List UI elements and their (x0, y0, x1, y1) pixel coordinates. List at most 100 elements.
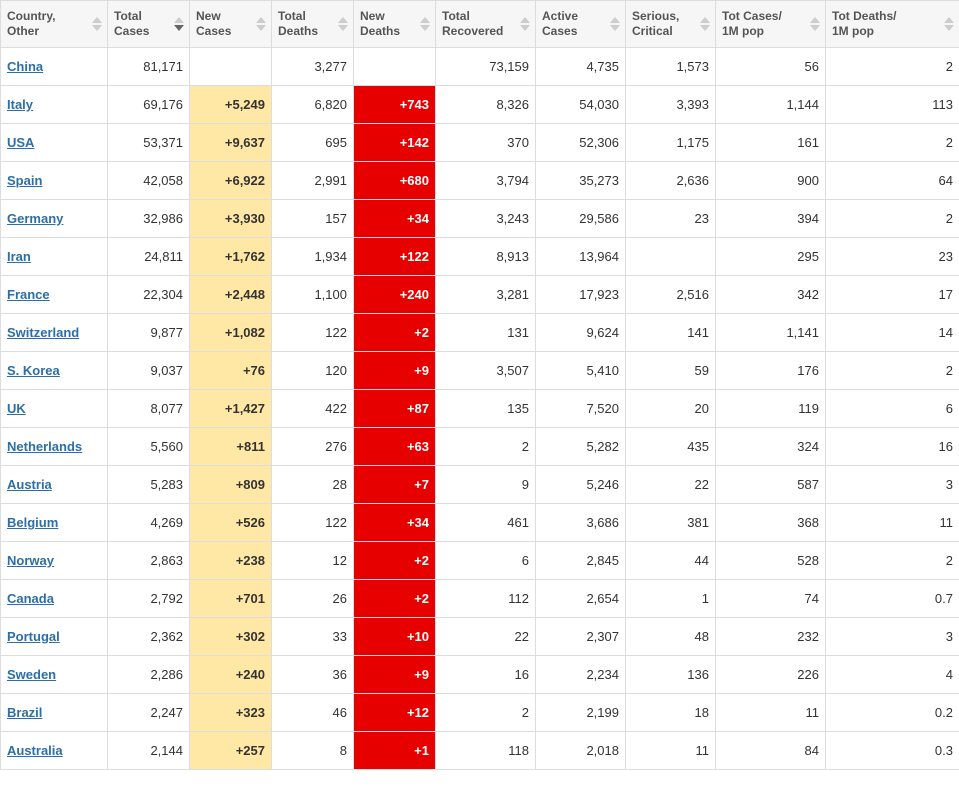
country-link[interactable]: Canada (7, 591, 54, 606)
table-row: USA53,371+9,637695+14237052,3061,1751612 (1, 124, 959, 162)
col-header-label: Total Recovered (442, 9, 503, 38)
country-link[interactable]: S. Korea (7, 363, 60, 378)
cell-tot-deaths-1m: 2 (826, 352, 959, 390)
cell-active-cases: 2,307 (536, 618, 626, 656)
cell-active-cases: 2,199 (536, 694, 626, 732)
col-header[interactable]: New Cases (190, 1, 272, 48)
sort-icon[interactable] (173, 17, 185, 31)
cell-tot-deaths-1m: 3 (826, 618, 959, 656)
cell-serious-critical: 1,175 (626, 124, 716, 162)
country-link[interactable]: USA (7, 135, 34, 150)
cell-total-cases: 5,560 (108, 428, 190, 466)
country-link[interactable]: China (7, 59, 43, 74)
col-header[interactable]: Serious, Critical (626, 1, 716, 48)
table-row: Portugal2,362+30233+10222,307482323 (1, 618, 959, 656)
sort-icon[interactable] (699, 17, 711, 31)
cell-serious-critical: 18 (626, 694, 716, 732)
cell-tot-cases-1m: 11 (716, 694, 826, 732)
cell-serious-critical: 23 (626, 200, 716, 238)
col-header[interactable]: Active Cases (536, 1, 626, 48)
col-header-label: Serious, Critical (632, 9, 679, 38)
country-link[interactable]: Iran (7, 249, 31, 264)
country-link[interactable]: Switzerland (7, 325, 79, 340)
cell-new-deaths: +12 (354, 694, 436, 732)
cell-serious-critical: 11 (626, 732, 716, 770)
col-header[interactable]: Tot Deaths/ 1M pop (826, 1, 959, 48)
country-link[interactable]: France (7, 287, 50, 302)
cell-total-deaths: 36 (272, 656, 354, 694)
cell-total-cases: 2,863 (108, 542, 190, 580)
cell-new-cases: +240 (190, 656, 272, 694)
cell-country: Australia (1, 732, 108, 770)
cell-total-recovered: 2 (436, 428, 536, 466)
cell-tot-cases-1m: 368 (716, 504, 826, 542)
cell-total-recovered: 461 (436, 504, 536, 542)
cell-tot-cases-1m: 295 (716, 238, 826, 276)
cell-active-cases: 9,624 (536, 314, 626, 352)
sort-icon[interactable] (943, 17, 955, 31)
col-header[interactable]: Total Cases (108, 1, 190, 48)
country-link[interactable]: UK (7, 401, 26, 416)
col-header[interactable]: Country, Other (1, 1, 108, 48)
country-link[interactable]: Austria (7, 477, 52, 492)
country-link[interactable]: Brazil (7, 705, 42, 720)
cell-total-cases: 2,144 (108, 732, 190, 770)
country-link[interactable]: Portugal (7, 629, 60, 644)
country-link[interactable]: Belgium (7, 515, 58, 530)
cell-total-cases: 53,371 (108, 124, 190, 162)
country-link[interactable]: Australia (7, 743, 63, 758)
table-head: Country, OtherTotal CasesNew CasesTotal … (1, 1, 959, 48)
cell-total-cases: 2,247 (108, 694, 190, 732)
cell-active-cases: 5,246 (536, 466, 626, 504)
country-link[interactable]: Sweden (7, 667, 56, 682)
cell-serious-critical: 48 (626, 618, 716, 656)
cell-new-cases: +238 (190, 542, 272, 580)
cell-tot-cases-1m: 119 (716, 390, 826, 428)
country-link[interactable]: Italy (7, 97, 33, 112)
cell-total-recovered: 73,159 (436, 48, 536, 86)
cell-new-deaths (354, 48, 436, 86)
cell-country: Netherlands (1, 428, 108, 466)
cell-new-deaths: +10 (354, 618, 436, 656)
country-link[interactable]: Spain (7, 173, 42, 188)
table-row: France22,304+2,4481,100+2403,28117,9232,… (1, 276, 959, 314)
col-header[interactable]: Total Deaths (272, 1, 354, 48)
country-link[interactable]: Netherlands (7, 439, 82, 454)
sort-icon[interactable] (419, 17, 431, 31)
col-header[interactable]: Tot Cases/ 1M pop (716, 1, 826, 48)
cell-total-cases: 9,037 (108, 352, 190, 390)
cell-country: Italy (1, 86, 108, 124)
cell-total-cases: 22,304 (108, 276, 190, 314)
cell-new-deaths: +680 (354, 162, 436, 200)
sort-icon[interactable] (609, 17, 621, 31)
cell-total-deaths: 8 (272, 732, 354, 770)
cell-active-cases: 5,282 (536, 428, 626, 466)
sort-icon[interactable] (519, 17, 531, 31)
cell-total-deaths: 276 (272, 428, 354, 466)
sort-icon[interactable] (337, 17, 349, 31)
cell-active-cases: 3,686 (536, 504, 626, 542)
cell-tot-deaths-1m: 2 (826, 48, 959, 86)
cell-new-deaths: +240 (354, 276, 436, 314)
country-link[interactable]: Norway (7, 553, 54, 568)
country-link[interactable]: Germany (7, 211, 63, 226)
cell-total-recovered: 3,243 (436, 200, 536, 238)
cell-country: France (1, 276, 108, 314)
cell-total-cases: 24,811 (108, 238, 190, 276)
col-header[interactable]: New Deaths (354, 1, 436, 48)
cell-serious-critical: 22 (626, 466, 716, 504)
sort-icon[interactable] (255, 17, 267, 31)
cell-new-deaths: +34 (354, 504, 436, 542)
cell-total-deaths: 695 (272, 124, 354, 162)
cell-new-cases: +6,922 (190, 162, 272, 200)
col-header[interactable]: Total Recovered (436, 1, 536, 48)
sort-icon[interactable] (91, 17, 103, 31)
table-row: Norway2,863+23812+262,845445282 (1, 542, 959, 580)
sort-icon[interactable] (809, 17, 821, 31)
cell-total-recovered: 370 (436, 124, 536, 162)
cell-tot-deaths-1m: 4 (826, 656, 959, 694)
cell-total-deaths: 122 (272, 314, 354, 352)
cell-country: Austria (1, 466, 108, 504)
cell-serious-critical: 1,573 (626, 48, 716, 86)
cell-active-cases: 2,845 (536, 542, 626, 580)
